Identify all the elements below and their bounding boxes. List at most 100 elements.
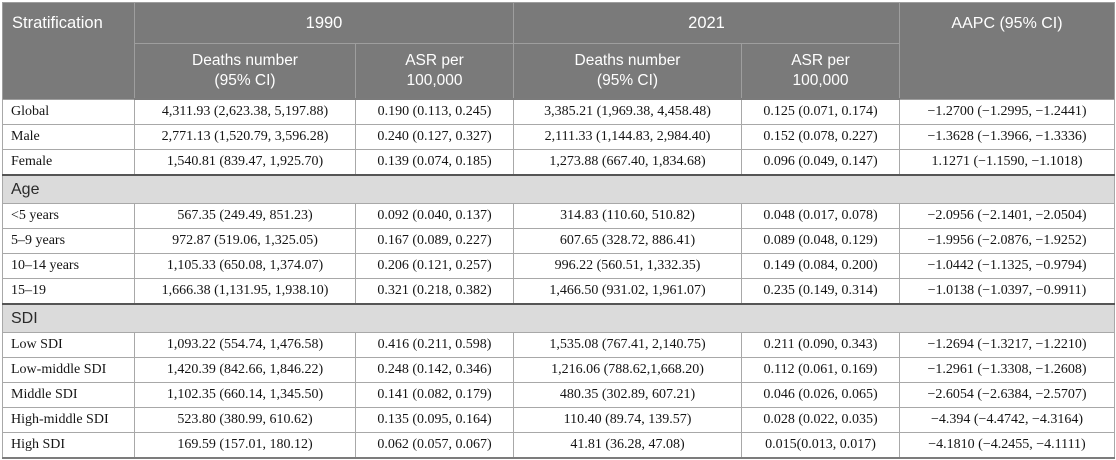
asr-1990-cell: 0.248 (0.142, 0.346): [355, 357, 514, 383]
deaths-2021-cell: 110.40 (89.74, 139.57): [513, 407, 742, 433]
aapc-cell: −1.3628 (−1.3966, −1.3336): [899, 124, 1115, 150]
deaths-2021-cell: 996.22 (560.51, 1,332.35): [513, 253, 742, 279]
column-header-asr-2021: ASR per 100,000: [741, 43, 900, 100]
row-label: Global: [2, 98, 135, 125]
table-row-low-sdi: Low SDI 1,093.22 (554.74, 1,476.58) 0.41…: [2, 332, 1115, 358]
deaths-2021-cell: 1,273.88 (667.40, 1,834.68): [513, 149, 742, 176]
aapc-cell: −1.0138 (−1.0397, −0.9911): [899, 278, 1115, 305]
deaths-2021-cell: 1,216.06 (788.62,1,668.20): [513, 357, 742, 383]
asr-label-line1: ASR per: [405, 51, 464, 69]
asr-2021-cell: 0.125 (0.071, 0.174): [741, 98, 900, 125]
deaths-2021-cell: 1,466.50 (931.02, 1,961.07): [513, 278, 742, 305]
asr-1990-cell: 0.240 (0.127, 0.327): [355, 124, 514, 150]
section-title: SDI: [2, 303, 1115, 333]
header-row-groups: Stratification 1990 2021 AAPC (95% CI): [2, 2, 1115, 100]
row-label: Female: [2, 149, 135, 176]
deaths-2021-cell: 480.35 (302.89, 607.21): [513, 382, 742, 408]
asr-2021-cell: 0.089 (0.048, 0.129): [741, 228, 900, 254]
asr-2021-cell: 0.152 (0.078, 0.227): [741, 124, 900, 150]
table-row-middle-sdi: Middle SDI 1,102.35 (660.14, 1,345.50) 0…: [2, 382, 1115, 408]
deaths-2021-cell: 3,385.21 (1,969.38, 4,458.48): [513, 98, 742, 125]
asr-2021-cell: 0.235 (0.149, 0.314): [741, 278, 900, 305]
asr-2021-cell: 0.112 (0.061, 0.169): [741, 357, 900, 383]
row-label: 15–19: [2, 278, 135, 305]
deaths-1990-cell: 972.87 (519.06, 1,325.05): [134, 228, 356, 254]
deaths-1990-cell: 4,311.93 (2,623.38, 5,197.88): [134, 98, 356, 125]
row-label: High-middle SDI: [2, 407, 135, 433]
deaths-2021-cell: 41.81 (36.28, 47.08): [513, 432, 742, 459]
asr-label-line1: ASR per: [791, 51, 850, 69]
table-row-female: Female 1,540.81 (839.47, 1,925.70) 0.139…: [2, 149, 1115, 176]
table-header: Stratification 1990 2021 AAPC (95% CI) D…: [2, 2, 1115, 100]
aapc-cell: −1.2700 (−1.2995, −1.2441): [899, 98, 1115, 125]
row-label: 10–14 years: [2, 253, 135, 279]
table-row-high-sdi: High SDI 169.59 (157.01, 180.12) 0.062 (…: [2, 432, 1115, 459]
deaths-label-line1: Deaths number: [574, 51, 681, 69]
asr-1990-cell: 0.141 (0.082, 0.179): [355, 382, 514, 408]
deaths-1990-cell: 1,420.39 (842.66, 1,846.22): [134, 357, 356, 383]
asr-1990-cell: 0.190 (0.113, 0.245): [355, 98, 514, 125]
deaths-2021-cell: 1,535.08 (767.41, 2,140.75): [513, 332, 742, 358]
table-row-global: Global 4,311.93 (2,623.38, 5,197.88) 0.1…: [2, 98, 1115, 125]
asr-2021-cell: 0.096 (0.049, 0.147): [741, 149, 900, 176]
table-row-male: Male 2,771.13 (1,520.79, 3,596.28) 0.240…: [2, 124, 1115, 150]
deaths-label-line1: Deaths number: [192, 51, 298, 69]
asr-1990-cell: 0.139 (0.074, 0.185): [355, 149, 514, 176]
section-band-age: Age: [2, 174, 1115, 204]
table-row-under5: <5 years 567.35 (249.49, 851.23) 0.092 (…: [2, 203, 1115, 229]
row-label: <5 years: [2, 203, 135, 229]
column-header-aapc: AAPC (95% CI): [899, 2, 1115, 100]
row-label: Male: [2, 124, 135, 150]
column-header-asr-1990: ASR per 100,000: [355, 43, 514, 100]
deaths-1990-cell: 1,666.38 (1,131.95, 1,938.10): [134, 278, 356, 305]
asr-2021-cell: 0.211 (0.090, 0.343): [741, 332, 900, 358]
deaths-1990-cell: 1,093.22 (554.74, 1,476.58): [134, 332, 356, 358]
table-body: Global 4,311.93 (2,623.38, 5,197.88) 0.1…: [2, 98, 1115, 459]
asr-1990-cell: 0.206 (0.121, 0.257): [355, 253, 514, 279]
asr-1990-cell: 0.135 (0.095, 0.164): [355, 407, 514, 433]
deaths-label-line2: (95% CI): [214, 72, 276, 89]
column-header-stratification: Stratification: [2, 2, 135, 100]
column-header-deaths-1990: Deaths number (95% CI): [134, 43, 356, 100]
deaths-2021-cell: 607.65 (328.72, 886.41): [513, 228, 742, 254]
table-row-10-14: 10–14 years 1,105.33 (650.08, 1,374.07) …: [2, 253, 1115, 279]
deaths-1990-cell: 2,771.13 (1,520.79, 3,596.28): [134, 124, 356, 150]
column-group-2021: 2021: [513, 2, 900, 44]
asr-1990-cell: 0.167 (0.089, 0.227): [355, 228, 514, 254]
deaths-1990-cell: 1,540.81 (839.47, 1,925.70): [134, 149, 356, 176]
asr-2021-cell: 0.015(0.013, 0.017): [741, 432, 900, 459]
asr-1990-cell: 0.416 (0.211, 0.598): [355, 332, 514, 358]
aapc-cell: 1.1271 (−1.1590, −1.1018): [899, 149, 1115, 176]
deaths-2021-cell: 2,111.33 (1,144.83, 2,984.40): [513, 124, 742, 150]
aapc-cell: −2.0956 (−2.1401, −2.0504): [899, 203, 1115, 229]
column-header-deaths-2021: Deaths number (95% CI): [513, 43, 742, 100]
section-band-sdi: SDI: [2, 303, 1115, 333]
column-group-1990: 1990: [134, 2, 514, 44]
deaths-1990-cell: 523.80 (380.99, 610.62): [134, 407, 356, 433]
asr-1990-cell: 0.092 (0.040, 0.137): [355, 203, 514, 229]
aapc-cell: −4.1810 (−4.2455, −4.1111): [899, 432, 1115, 459]
asr-label-line2: 100,000: [792, 72, 849, 89]
asr-2021-cell: 0.149 (0.084, 0.200): [741, 253, 900, 279]
table-row-high-middle-sdi: High-middle SDI 523.80 (380.99, 610.62) …: [2, 407, 1115, 433]
section-title: Age: [2, 174, 1115, 204]
asr-label-line2: 100,000: [406, 72, 463, 89]
row-label: High SDI: [2, 432, 135, 459]
asr-2021-cell: 0.046 (0.026, 0.065): [741, 382, 900, 408]
deaths-label-line2: (95% CI): [596, 72, 659, 89]
table-row-15-19: 15–19 1,666.38 (1,131.95, 1,938.10) 0.32…: [2, 278, 1115, 305]
asr-2021-cell: 0.048 (0.017, 0.078): [741, 203, 900, 229]
row-label: 5–9 years: [2, 228, 135, 254]
asr-1990-cell: 0.321 (0.218, 0.382): [355, 278, 514, 305]
aapc-cell: −1.0442 (−1.1325, −0.9794): [899, 253, 1115, 279]
deaths-2021-cell: 314.83 (110.60, 510.82): [513, 203, 742, 229]
deaths-1990-cell: 567.35 (249.49, 851.23): [134, 203, 356, 229]
header-row-subcolumns: Deaths number (95% CI) ASR per 100,000 D…: [3, 43, 1115, 100]
aapc-cell: −4.394 (−4.4742, −4.3164): [899, 407, 1115, 433]
aapc-cell: −1.2694 (−1.3217, −1.2210): [899, 332, 1115, 358]
aapc-cell: −1.9956 (−2.0876, −1.9252): [899, 228, 1115, 254]
asr-2021-cell: 0.028 (0.022, 0.035): [741, 407, 900, 433]
deaths-1990-cell: 1,102.35 (660.14, 1,345.50): [134, 382, 356, 408]
